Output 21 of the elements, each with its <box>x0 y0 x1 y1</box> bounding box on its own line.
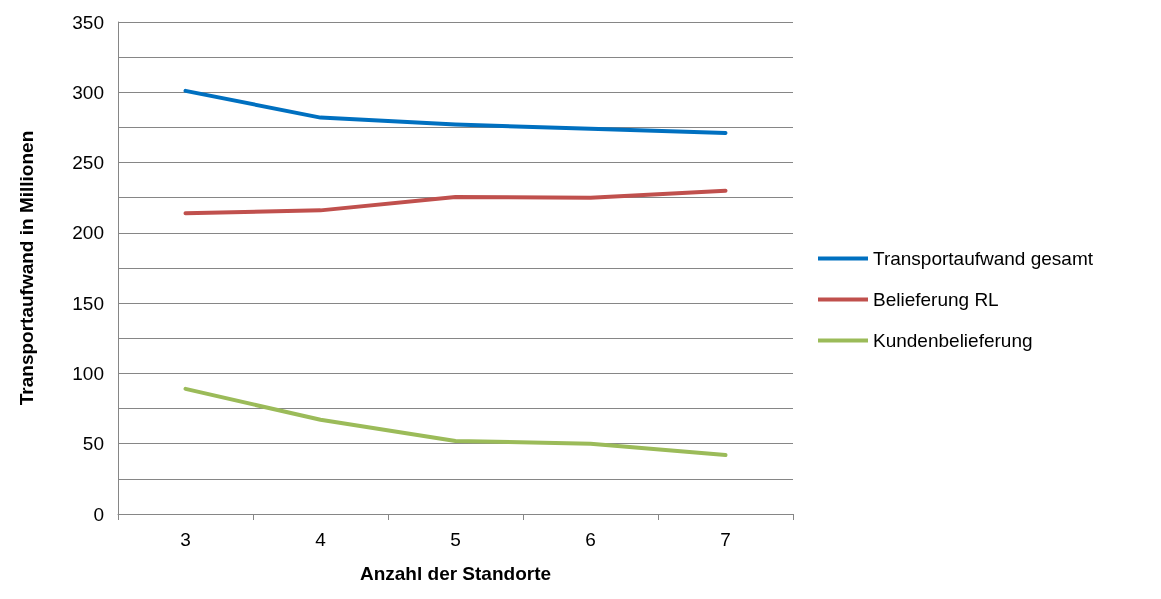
legend-label: Transportaufwand gesamt <box>873 248 1094 269</box>
y-tick-label: 200 <box>72 222 104 244</box>
legend-label: Belieferung RL <box>873 289 999 310</box>
x-tick-label: 4 <box>315 529 327 550</box>
x-axis-title: Anzahl der Standorte <box>359 563 552 584</box>
y-tick-label: 0 <box>93 503 104 525</box>
y-tick-label: 250 <box>72 152 104 174</box>
y-axis-title: Transportaufwand in Millionen <box>16 130 37 406</box>
x-tick-label: 7 <box>720 529 731 550</box>
x-tick-label: 3 <box>180 529 191 550</box>
line-series <box>183 88 728 136</box>
x-tick-label: 5 <box>450 529 461 550</box>
y-tick-label: 150 <box>72 292 104 314</box>
y-tick-label: 300 <box>72 81 104 103</box>
line-series <box>183 188 728 216</box>
y-tick-label: 350 <box>72 11 104 33</box>
y-tick-label: 100 <box>72 362 104 384</box>
line-series <box>183 386 728 457</box>
legend-label: Kundenbelieferung <box>873 330 1033 351</box>
y-tick-label: 50 <box>82 433 104 455</box>
x-tick-label: 6 <box>585 529 596 550</box>
